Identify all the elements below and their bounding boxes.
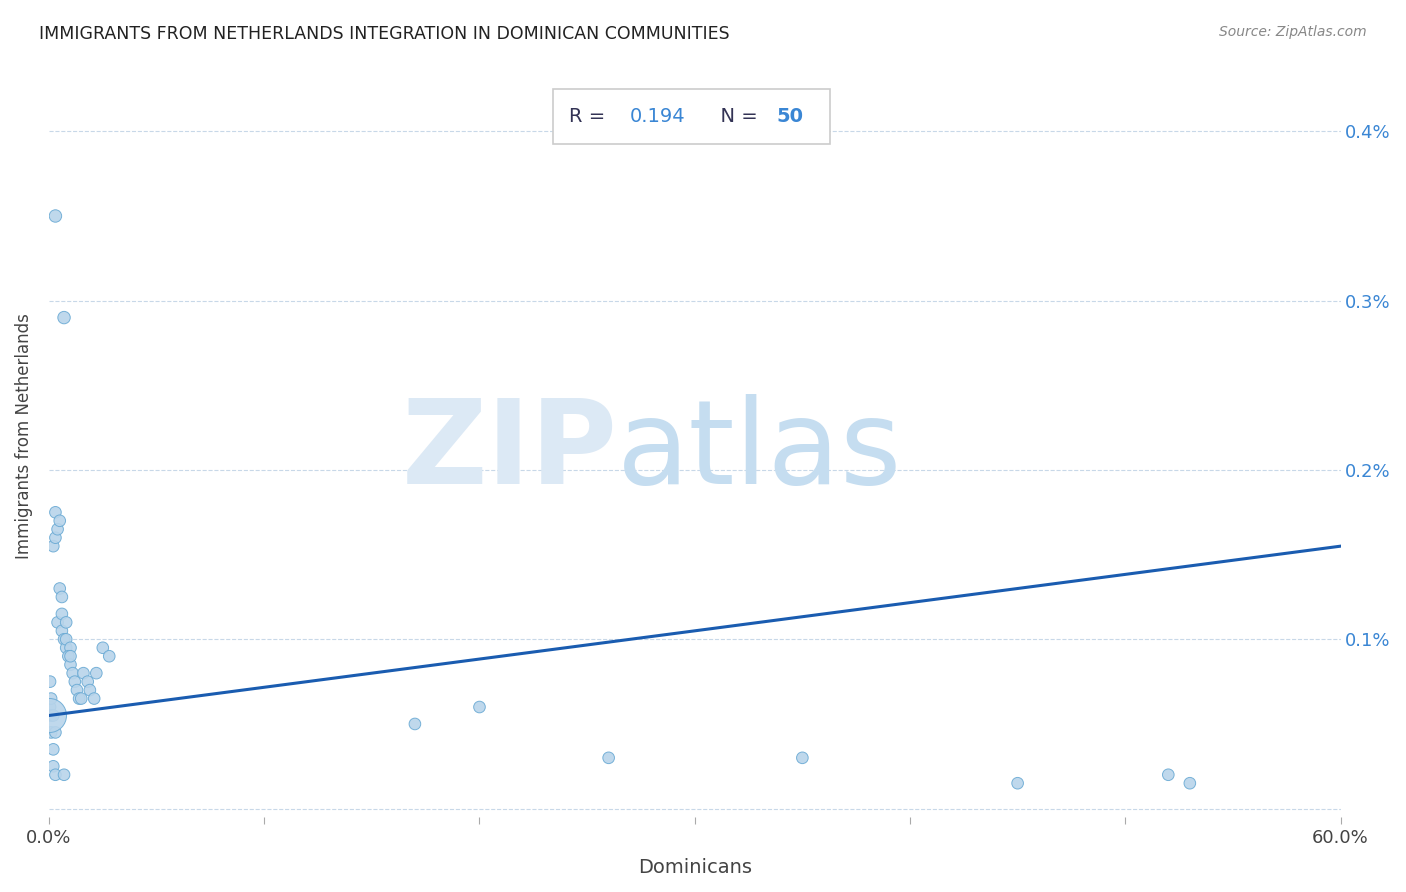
Point [39,691,62,706]
Point [66,683,89,698]
Point [53,310,76,325]
Point [39,700,62,714]
Point [48,582,70,596]
Text: 50: 50 [776,107,803,127]
Point [44,768,66,782]
Point [59,640,82,655]
Point [70,691,93,706]
Point [42,708,65,723]
Point [46,615,69,630]
Point [598,751,620,765]
Point [59,657,82,672]
Point [55,632,77,647]
Point [39,674,62,689]
Point [39,725,62,739]
Text: IMMIGRANTS FROM NETHERLANDS INTEGRATION IN DOMINICAN COMMUNITIES: IMMIGRANTS FROM NETHERLANDS INTEGRATION … [39,25,730,43]
Text: N =: N = [707,107,763,127]
Point [42,742,65,756]
Point [55,615,77,630]
Point [48,514,70,528]
Point [468,700,491,714]
Point [42,539,65,553]
Point [62,666,84,681]
Point [404,717,426,731]
Text: Source: ZipAtlas.com: Source: ZipAtlas.com [1219,25,1367,39]
Point [1178,776,1201,790]
Point [58,649,80,664]
Point [83,691,105,706]
Point [39,708,62,723]
Point [792,751,814,765]
Point [51,624,73,638]
Text: R =: R = [569,107,612,127]
Point [44,209,66,223]
Point [44,531,66,545]
Point [1157,768,1180,782]
FancyBboxPatch shape [553,89,831,145]
Text: ZIP: ZIP [401,394,617,508]
Point [51,590,73,604]
Point [76,674,98,689]
Y-axis label: Immigrants from Netherlands: Immigrants from Netherlands [15,313,32,559]
Point [91,640,114,655]
Point [63,674,86,689]
Point [86,666,108,681]
Point [98,649,121,664]
Point [72,666,94,681]
Point [53,768,76,782]
X-axis label: Dominicans: Dominicans [638,858,752,877]
Point [46,522,69,536]
Point [67,691,90,706]
Point [55,640,77,655]
Point [44,505,66,519]
Text: 0.194: 0.194 [630,107,686,127]
Point [38,708,60,723]
Point [79,683,101,698]
Point [44,725,66,739]
Point [1007,776,1029,790]
Point [53,632,76,647]
Text: atlas: atlas [617,394,903,508]
Point [51,607,73,621]
Point [59,649,82,664]
Point [42,759,65,773]
